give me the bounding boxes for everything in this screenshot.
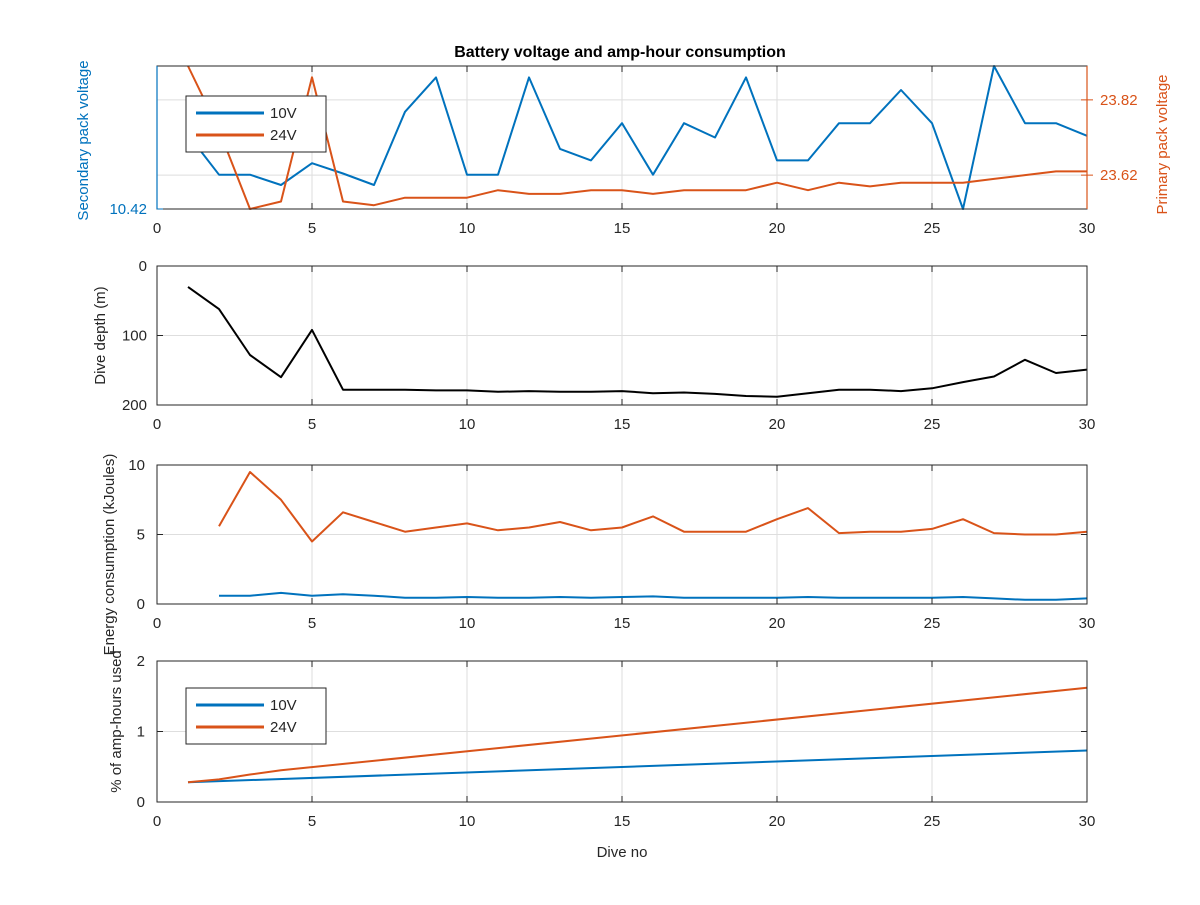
energy-xtick-label: 15: [614, 615, 631, 632]
depth-ytick-label: 200: [122, 397, 147, 414]
energy-series-orange-line: [218, 471, 1088, 543]
voltage-ylabel-right: Primary pack voltage: [1154, 74, 1171, 214]
depth-xtick-label: 15: [614, 416, 631, 433]
voltage-series-10v-line: [187, 65, 1088, 210]
amphours-ytick-label: 1: [137, 724, 145, 741]
amphours-xtick-label: 25: [924, 813, 941, 830]
amphours-xtick-label: 10: [459, 813, 476, 830]
voltage-legend-box: [185, 95, 327, 153]
voltage-xtick-label: 30: [1079, 220, 1096, 237]
voltage-xtick-label: 15: [614, 220, 631, 237]
amphours-xtick-label: 5: [308, 813, 316, 830]
depth-series-line: [187, 286, 1088, 398]
voltage-xtick-label: 25: [924, 220, 941, 237]
voltage-xtick-label: 10: [459, 220, 476, 237]
depth-xtick-label: 30: [1079, 416, 1096, 433]
amphours-ytick-label: 0: [137, 794, 145, 811]
energy-xtick-label: 5: [308, 615, 316, 632]
energy-xtick-label: 30: [1079, 615, 1096, 632]
voltage-legend-entry: 10V: [270, 105, 297, 122]
energy-ytick-label: 10: [128, 457, 145, 474]
voltage-right-tick-label: 23.82: [1100, 92, 1138, 109]
energy-xtick-label: 20: [769, 615, 786, 632]
amphours-xtick-label: 30: [1079, 813, 1096, 830]
amphours-legend-box: [185, 687, 327, 745]
depth-xtick-label: 20: [769, 416, 786, 433]
voltage-xtick-label: 0: [153, 220, 161, 237]
chart-title: Battery voltage and amp-hour consumption: [454, 44, 786, 61]
depth-xtick-label: 25: [924, 416, 941, 433]
depth-ytick-label: 0: [139, 258, 147, 275]
energy-ytick-label: 5: [137, 527, 145, 544]
amphours-xtick-label: 20: [769, 813, 786, 830]
energy-xtick-label: 0: [153, 615, 161, 632]
amphours-xtick-label: 0: [153, 813, 161, 830]
amphours-legend-entry: 24V: [270, 719, 297, 736]
amphours-legend-entry: 10V: [270, 697, 297, 714]
depth-xtick-label: 10: [459, 416, 476, 433]
energy-xtick-label: 25: [924, 615, 941, 632]
amphours-ytick-label: 2: [137, 653, 145, 670]
amphours-ylabel: % of amp-hours used: [108, 650, 125, 793]
voltage-legend-entry: 24V: [270, 127, 297, 144]
voltage-left-tick-label: 10.42: [109, 201, 147, 218]
energy-xtick-label: 10: [459, 615, 476, 632]
energy-ylabel: Energy consumption (kJoules): [101, 454, 118, 656]
depth-xtick-label: 0: [153, 416, 161, 433]
energy-series-blue-line: [219, 591, 1088, 601]
voltage-ylabel-left: Secondary pack voltage: [75, 60, 92, 220]
depth-ylabel: Dive depth (m): [92, 286, 109, 384]
voltage-xtick-label: 5: [308, 220, 316, 237]
amphours-series-24v-line: [187, 686, 1088, 784]
amphours-xlabel: Dive no: [597, 844, 648, 861]
depth-xtick-label: 5: [308, 416, 316, 433]
depth-ytick-label: 100: [122, 328, 147, 345]
voltage-right-tick-label: 23.62: [1100, 167, 1138, 184]
voltage-series-24v-line: [187, 65, 1087, 210]
amphours-xtick-label: 15: [614, 813, 631, 830]
amphours-series-10v-line: [187, 749, 1088, 784]
energy-ytick-label: 0: [137, 596, 145, 613]
voltage-xtick-label: 20: [769, 220, 786, 237]
